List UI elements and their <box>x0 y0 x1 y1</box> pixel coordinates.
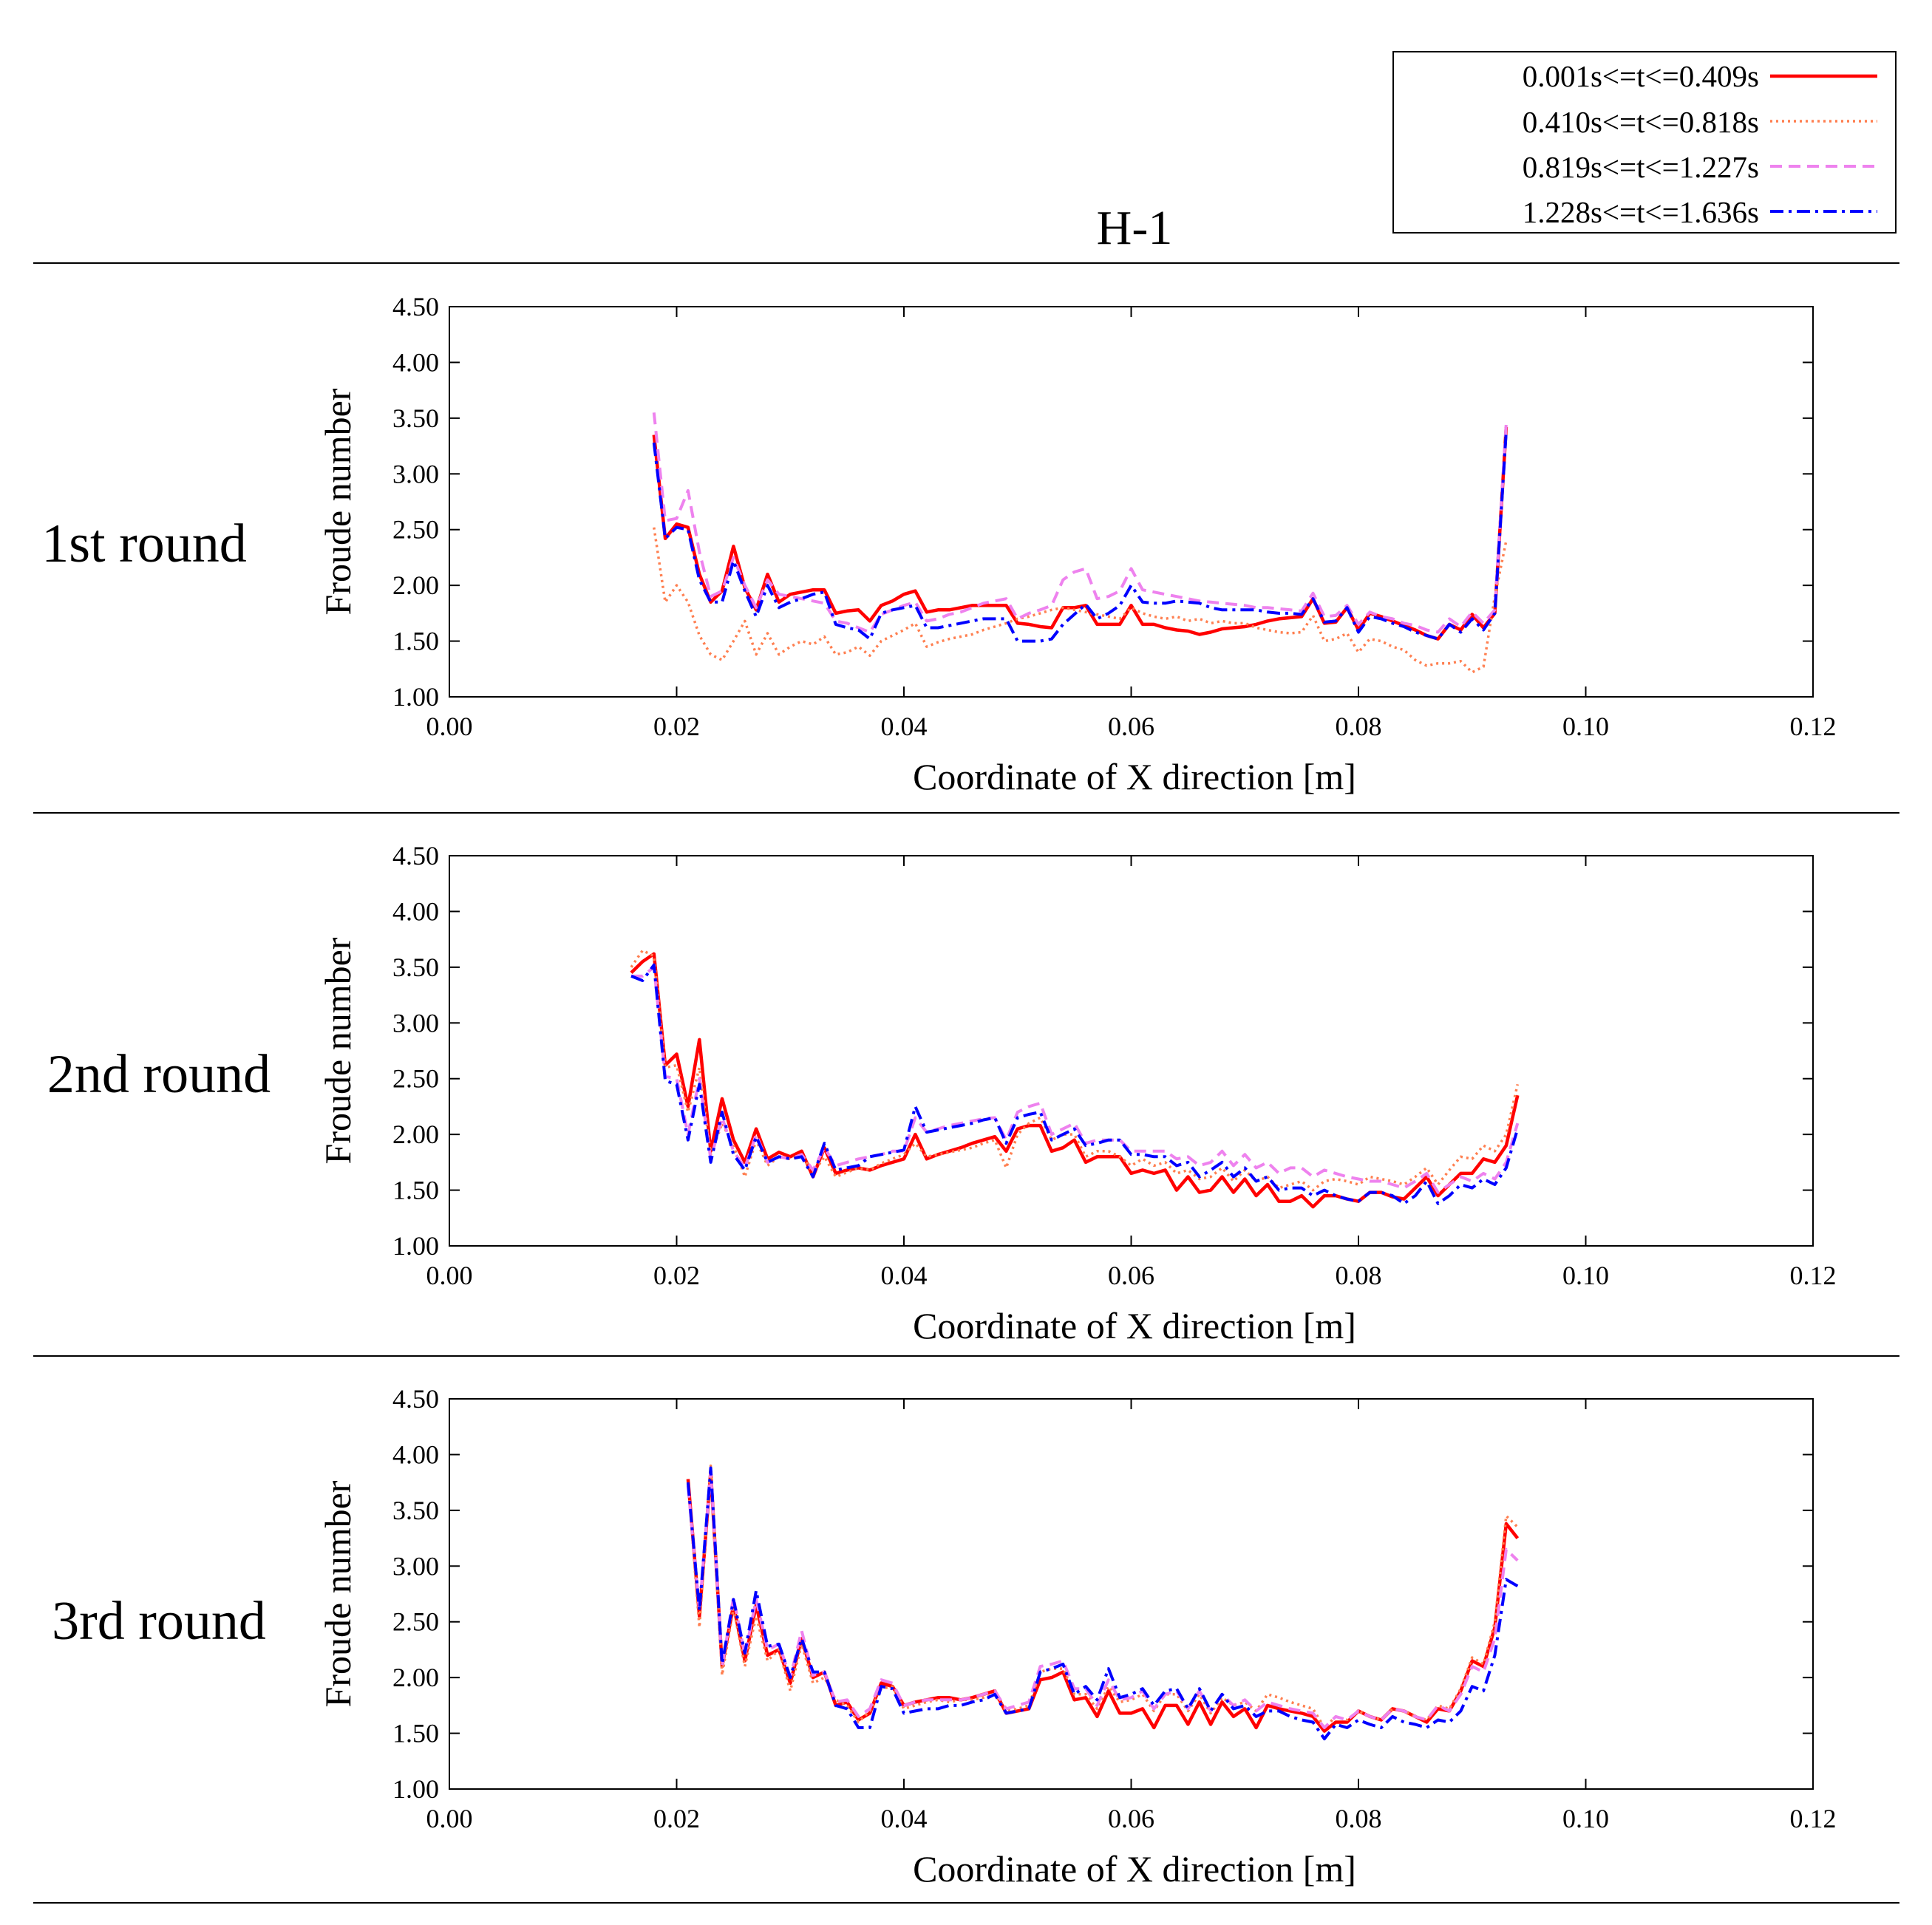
y-tick-label: 2.50 <box>392 515 439 545</box>
y-tick-label: 4.00 <box>392 347 439 377</box>
x-tick-label: 0.12 <box>1790 1804 1837 1833</box>
x-tick-label: 0.04 <box>881 1804 928 1833</box>
series-line-3 <box>631 965 1520 1194</box>
x-tick-label: 0.02 <box>653 712 700 741</box>
y-tick-label: 1.00 <box>392 682 439 712</box>
y-axis-label: Froude number <box>317 1480 358 1707</box>
legend-label-3: 0.819s<=t<=1.227s <box>1523 150 1759 184</box>
y-tick-label: 1.50 <box>392 1719 439 1748</box>
x-tick-label: 0.00 <box>426 1261 473 1290</box>
x-axis-label: Coordinate of X direction [m] <box>913 1848 1356 1890</box>
y-axis-ticks: 1.00 1.50 2.00 2.50 3.00 3.50 4.00 4.50 <box>392 1384 1813 1804</box>
x-tick-label: 0.00 <box>426 1804 473 1833</box>
y-tick-label: 4.50 <box>392 1384 439 1414</box>
legend-label-4: 1.228s<=t<=1.636s <box>1523 195 1759 229</box>
chart-title: H-1 <box>1097 201 1173 255</box>
x-tick-label: 0.06 <box>1108 1261 1154 1290</box>
x-tick-label: 0.10 <box>1562 1261 1609 1290</box>
y-tick-label: 2.50 <box>392 1607 439 1637</box>
x-axis-label: Coordinate of X direction [m] <box>913 756 1356 797</box>
x-tick-label: 0.02 <box>653 1261 700 1290</box>
series-line-1 <box>686 1469 1520 1733</box>
round-label-3: 3rd round <box>52 1591 266 1652</box>
y-tick-label: 2.00 <box>392 570 439 600</box>
y-axis-label: Froude number <box>317 388 358 615</box>
y-tick-label: 1.00 <box>392 1774 439 1804</box>
y-axis-ticks: 1.00 1.50 2.00 2.50 3.00 3.50 4.00 4.50 <box>392 292 1813 712</box>
x-tick-label: 0.08 <box>1336 1261 1382 1290</box>
y-tick-label: 4.50 <box>392 292 439 321</box>
y-tick-label: 3.50 <box>392 953 439 982</box>
y-tick-label: 2.00 <box>392 1663 439 1692</box>
x-tick-label: 0.00 <box>426 712 473 741</box>
plot-frame <box>449 1398 1814 1790</box>
y-tick-label: 3.00 <box>392 1551 439 1581</box>
round-label-2: 2nd round <box>47 1044 271 1105</box>
legend-label-2: 0.410s<=t<=0.818s <box>1523 105 1759 139</box>
y-tick-label: 1.50 <box>392 627 439 656</box>
series-group <box>630 949 1520 1209</box>
series-line-3 <box>686 1470 1519 1729</box>
series-line-4 <box>652 431 1508 643</box>
x-axis-ticks: 0.00 0.02 0.04 0.06 0.08 0.10 0.12 <box>426 307 1837 741</box>
x-tick-label: 0.08 <box>1336 1804 1382 1833</box>
y-tick-label: 4.00 <box>392 896 439 926</box>
x-tick-label: 0.04 <box>881 712 928 741</box>
x-axis-ticks: 0.00 0.02 0.04 0.06 0.08 0.10 0.12 <box>426 1399 1837 1833</box>
x-tick-label: 0.10 <box>1562 712 1609 741</box>
series-group <box>686 1464 1520 1741</box>
y-axis-ticks: 1.00 1.50 2.00 2.50 3.00 3.50 4.00 4.50 <box>392 841 1813 1261</box>
y-tick-label: 3.00 <box>392 459 439 488</box>
legend: 0.001s<=t<=0.409s 0.410s<=t<=0.818s 0.81… <box>1392 51 1897 234</box>
y-tick-label: 1.50 <box>392 1176 439 1205</box>
y-tick-label: 3.50 <box>392 1496 439 1525</box>
y-tick-label: 2.50 <box>392 1064 439 1094</box>
chart-panel-2: 1.001.502.002.503.003.504.004.50 0.00 0.0… <box>317 841 1837 1346</box>
series-line-2 <box>653 527 1508 674</box>
x-axis-ticks: 0.00 0.02 0.04 0.06 0.08 0.10 0.12 <box>426 856 1837 1290</box>
y-tick-label: 3.50 <box>392 403 439 433</box>
series-line-4 <box>630 963 1520 1205</box>
y-tick-label: 1.00 <box>392 1231 439 1261</box>
legend-label-1: 0.001s<=t<=0.409s <box>1523 59 1759 93</box>
y-tick-label: 4.00 <box>392 1440 439 1469</box>
x-axis-label: Coordinate of X direction [m] <box>913 1305 1356 1346</box>
x-tick-label: 0.06 <box>1108 1804 1154 1833</box>
series-line-1 <box>630 952 1520 1209</box>
series-line-4 <box>686 1466 1519 1741</box>
y-tick-label: 4.50 <box>392 841 439 870</box>
y-axis-label: Froude number <box>317 937 358 1164</box>
y-tick-label: 2.00 <box>392 1120 439 1149</box>
x-tick-label: 0.12 <box>1790 1261 1837 1290</box>
x-tick-label: 0.02 <box>653 1804 700 1833</box>
plot-frame <box>449 855 1814 1247</box>
x-tick-label: 0.10 <box>1562 1804 1609 1833</box>
x-tick-label: 0.06 <box>1108 712 1154 741</box>
plot-frame <box>449 306 1814 698</box>
chart-panel-3: 1.001.502.002.503.003.504.004.50 0.00 0.0… <box>317 1384 1837 1890</box>
round-label-1: 1st round <box>41 514 247 574</box>
x-tick-label: 0.08 <box>1336 712 1382 741</box>
x-tick-label: 0.04 <box>881 1261 928 1290</box>
series-line-1 <box>652 426 1508 641</box>
y-tick-label: 3.00 <box>392 1008 439 1038</box>
x-tick-label: 0.12 <box>1790 712 1837 741</box>
series-line-3 <box>652 412 1508 634</box>
series-group <box>652 412 1508 674</box>
legend-box <box>1392 51 1897 234</box>
chart-panel-1: 1.001.502.002.503.003.504.004.50 0.00 0.0… <box>317 292 1837 797</box>
